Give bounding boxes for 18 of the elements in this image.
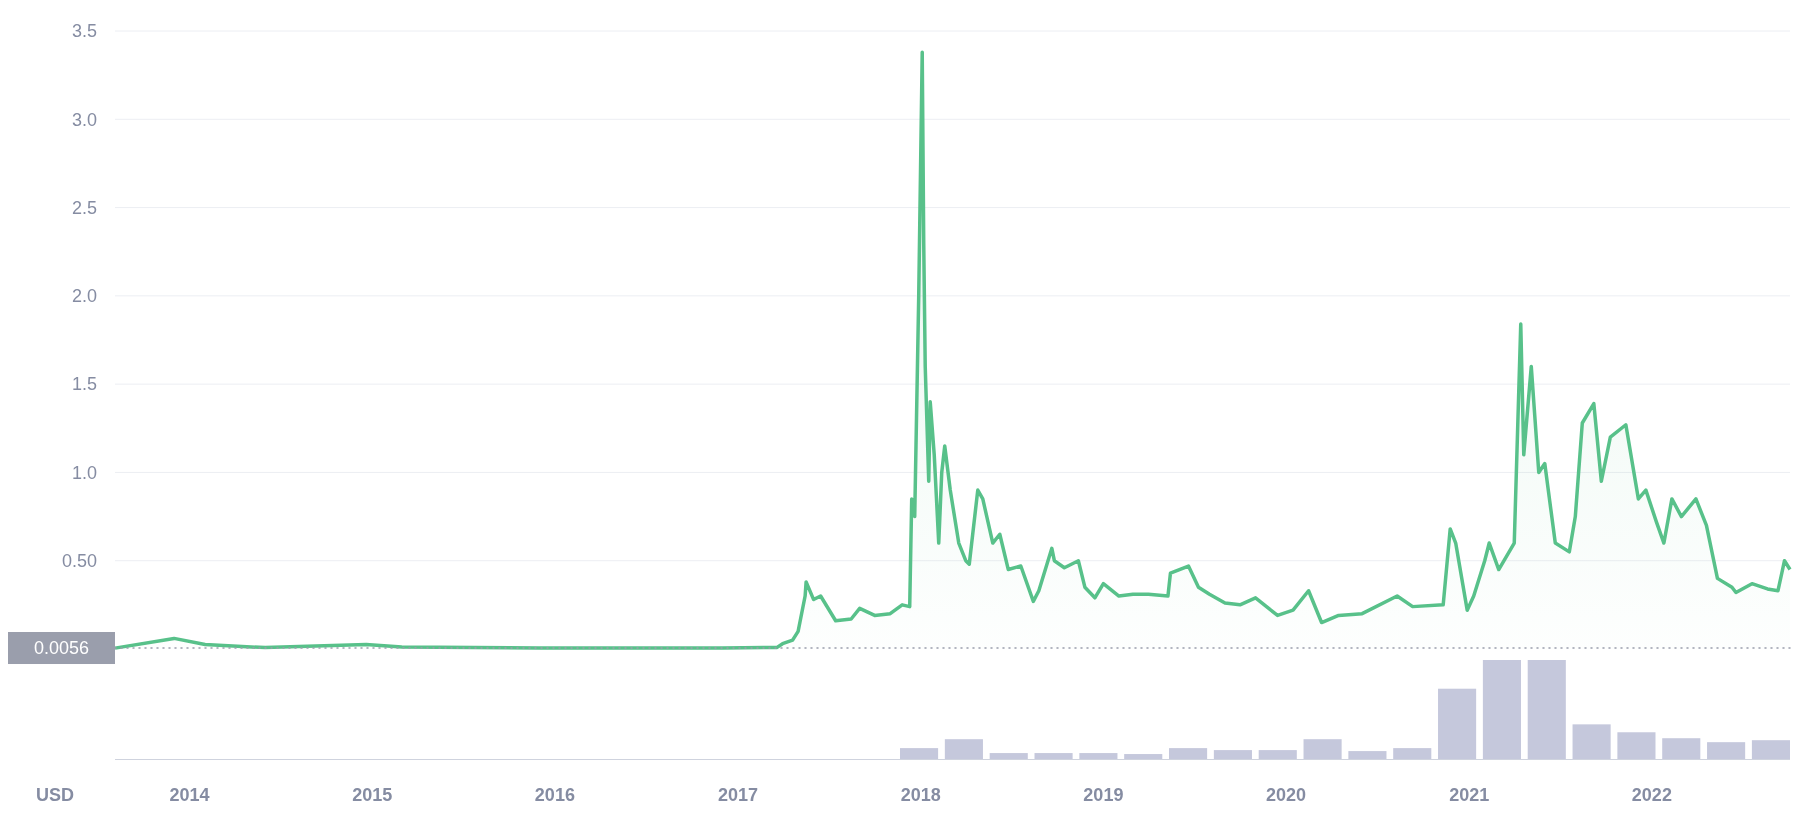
y-tick-label: 1.5 [71,374,97,395]
x-tick-label: 2015 [352,785,393,806]
x-tick-label: 2022 [1631,785,1672,806]
y-tick-label: 2.5 [71,197,97,218]
x-tick-label: 2021 [1449,785,1490,806]
y-tick-label: 3.0 [71,109,97,130]
text: USD [35,785,75,806]
x-tick-label: 2016 [534,785,575,806]
ref-line-label: 0.0056 [33,638,90,659]
x-tick-label: 2014 [169,785,210,806]
x-tick-label: 2020 [1266,785,1307,806]
y-tick-label: 2.0 [71,286,97,307]
y-tick-label: 3.5 [71,21,97,42]
x-tick-label: 2019 [1083,785,1124,806]
y-tick-label: 0.50 [61,551,97,572]
x-tick-label: 2018 [900,785,941,806]
y-tick-label: 1.0 [71,462,97,483]
x-tick-label: 2017 [718,785,759,806]
